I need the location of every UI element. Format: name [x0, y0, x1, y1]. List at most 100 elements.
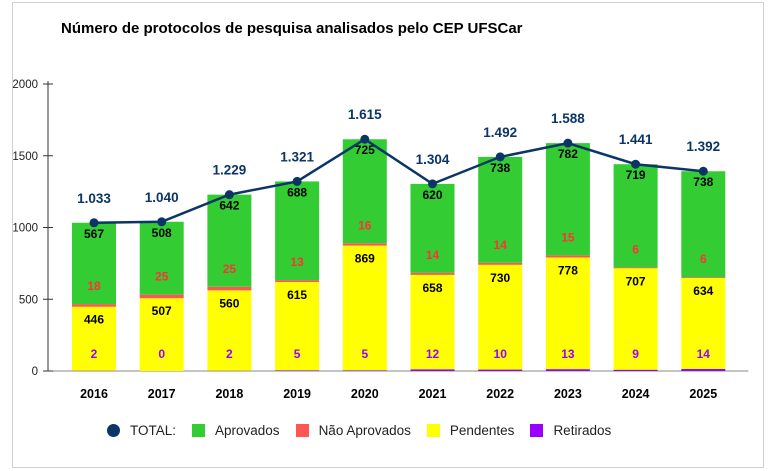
data-label-aprovados: 620 [422, 188, 442, 202]
legend-item-nao-aprovados[interactable]: Não Aprovados [295, 423, 411, 438]
bar-retirados [410, 369, 455, 371]
data-label-nao-aprovados: 14 [494, 238, 508, 252]
total-point [631, 159, 641, 169]
bar-pendentes [342, 245, 387, 371]
bar-pendentes [545, 257, 590, 370]
legend-swatch-nao-aprovados [295, 424, 309, 437]
legend-label-retirados: Retirados [553, 423, 612, 438]
legend-item-total[interactable]: TOTAL: [107, 423, 176, 438]
y-tick-label: 1000 [12, 223, 38, 235]
legend-label-total: TOTAL: [130, 423, 177, 438]
y-tick-label: 1500 [12, 151, 38, 163]
bar-pendentes [410, 274, 455, 370]
data-label-retirados: 0 [158, 347, 165, 361]
y-tick-label: 500 [19, 294, 38, 306]
total-label: 1.441 [619, 132, 653, 147]
data-label-aprovados: 567 [84, 227, 104, 241]
y-tick-label: 2000 [12, 79, 38, 91]
data-label-retirados: 10 [494, 347, 508, 361]
data-label-nao-aprovados: 14 [426, 248, 440, 262]
data-label-aprovados: 738 [693, 175, 713, 189]
x-tick-label: 2022 [486, 387, 514, 401]
data-label-pendentes: 730 [490, 271, 510, 285]
data-label-nao-aprovados: 15 [561, 230, 575, 244]
data-label-pendentes: 446 [84, 313, 104, 327]
data-label-nao-aprovados: 6 [632, 242, 639, 256]
legend-swatch-retirados [530, 424, 544, 437]
bar-nao-aprovados [410, 272, 455, 275]
legend-label-aprovados: Aprovados [215, 423, 280, 438]
legend: TOTAL: Aprovados Não Aprovados Pendentes… [107, 423, 627, 438]
bar-pendentes [681, 278, 726, 369]
total-line [93, 137, 704, 225]
data-label-retirados: 5 [294, 347, 301, 361]
total-point [89, 218, 99, 228]
data-label-retirados: 2 [91, 347, 98, 361]
data-label-aprovados: 738 [490, 161, 510, 175]
data-label-retirados: 13 [561, 347, 575, 361]
bar-aprovados [681, 171, 726, 278]
bar-pendentes [613, 268, 658, 370]
legend-label-nao-aprovados: Não Aprovados [318, 423, 411, 438]
data-label-pendentes: 778 [558, 263, 578, 277]
x-tick-label: 2021 [419, 387, 447, 401]
bar-aprovados [613, 164, 658, 268]
bar-aprovados [410, 183, 455, 273]
bar-aprovados [139, 221, 184, 295]
x-tick-label: 2025 [689, 387, 717, 401]
bar-nao-aprovados [72, 304, 116, 307]
data-label-pendentes: 707 [626, 274, 646, 288]
chart-frame [12, 2, 764, 468]
total-label: 1.392 [686, 139, 720, 154]
legend-marker-total [107, 424, 120, 437]
bar-retirados [275, 370, 320, 371]
data-label-pendentes: 507 [152, 304, 172, 318]
legend-swatch-pendentes [426, 424, 440, 437]
data-label-aprovados: 688 [287, 185, 307, 199]
bar-nao-aprovados [275, 280, 320, 283]
total-point [360, 134, 370, 144]
total-point [698, 166, 708, 176]
bar-pendentes [478, 264, 523, 370]
x-tick-label: 2023 [554, 387, 582, 401]
total-label: 1.588 [551, 111, 585, 126]
data-label-retirados: 12 [426, 347, 440, 361]
legend-item-retirados[interactable]: Retirados [530, 423, 611, 438]
total-point [495, 152, 505, 162]
total-label: 1.321 [280, 149, 314, 164]
data-label-retirados: 2 [226, 347, 233, 361]
legend-label-pendentes: Pendentes [449, 423, 515, 438]
legend-item-aprovados[interactable]: Aprovados [192, 423, 280, 438]
chart-title: Número de protocolos de pesquisa analisa… [61, 20, 523, 37]
data-label-retirados: 9 [632, 347, 639, 361]
data-label-aprovados: 642 [219, 199, 239, 213]
bar-retirados [613, 369, 658, 371]
x-tick-label: 2018 [215, 387, 243, 401]
data-label-nao-aprovados: 18 [87, 279, 101, 293]
bar-retirados [478, 369, 523, 371]
data-label-pendentes: 615 [287, 288, 307, 302]
total-point [224, 190, 234, 200]
total-label: 1.229 [213, 163, 247, 178]
legend-item-pendentes[interactable]: Pendentes [426, 423, 515, 438]
y-tick-label: 0 [32, 366, 38, 378]
total-label: 1.033 [77, 191, 111, 206]
data-label-pendentes: 869 [355, 252, 375, 266]
total-point [428, 179, 437, 189]
data-label-nao-aprovados: 25 [155, 270, 169, 284]
x-tick-label: 2020 [351, 387, 379, 401]
bar-aprovados [275, 181, 320, 281]
x-tick-label: 2017 [148, 387, 176, 401]
bar-pendentes [72, 306, 116, 371]
data-label-aprovados: 725 [355, 143, 375, 157]
bar-retirados [681, 368, 726, 371]
data-label-nao-aprovados: 16 [358, 218, 372, 232]
bar-aprovados [72, 222, 116, 305]
total-label: 1.040 [145, 190, 179, 205]
bar-pendentes [275, 282, 320, 371]
data-label-nao-aprovados: 6 [700, 252, 707, 266]
data-label-retirados: 5 [361, 347, 368, 361]
bar-nao-aprovados [207, 286, 252, 291]
bar-nao-aprovados [139, 294, 184, 299]
